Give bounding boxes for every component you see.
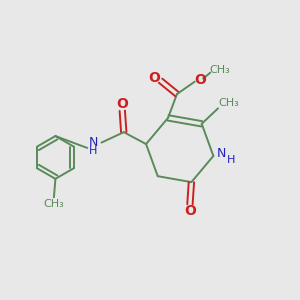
Text: H: H: [226, 155, 235, 165]
Text: N: N: [88, 136, 98, 149]
Text: H: H: [89, 146, 97, 156]
Text: O: O: [116, 97, 127, 111]
Text: N: N: [217, 147, 226, 160]
Text: O: O: [148, 71, 160, 85]
Text: O: O: [184, 204, 196, 218]
Text: CH₃: CH₃: [44, 199, 64, 209]
Text: CH₃: CH₃: [218, 98, 239, 108]
Text: O: O: [194, 74, 206, 87]
Text: CH₃: CH₃: [209, 65, 230, 75]
